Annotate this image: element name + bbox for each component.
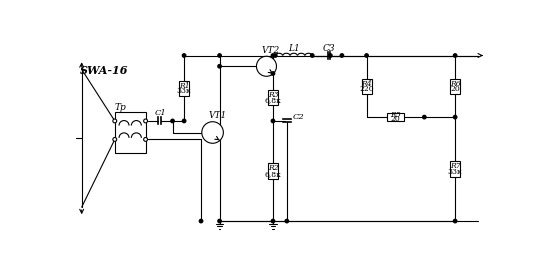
- Circle shape: [453, 219, 457, 223]
- Text: 33к: 33к: [448, 168, 463, 176]
- Bar: [387, 113, 404, 121]
- Circle shape: [113, 137, 117, 141]
- Bar: [115, 113, 146, 153]
- Text: R7: R7: [450, 162, 460, 170]
- Text: 20: 20: [450, 85, 460, 93]
- Text: Tp: Tp: [115, 103, 127, 112]
- Circle shape: [311, 54, 314, 57]
- Text: VT1: VT1: [208, 111, 226, 120]
- Text: C3: C3: [323, 44, 336, 53]
- Circle shape: [144, 119, 147, 123]
- Bar: [268, 90, 278, 105]
- Text: 6,8к: 6,8к: [265, 170, 282, 178]
- Circle shape: [171, 119, 174, 123]
- Circle shape: [365, 54, 369, 57]
- Circle shape: [273, 54, 277, 57]
- Circle shape: [422, 115, 426, 119]
- Bar: [450, 161, 460, 177]
- Text: C2: C2: [293, 113, 305, 121]
- Text: 6,8к: 6,8к: [265, 96, 282, 104]
- Text: VT2: VT2: [261, 46, 279, 55]
- Circle shape: [218, 65, 221, 68]
- Circle shape: [271, 72, 274, 75]
- Bar: [361, 79, 372, 94]
- Text: L1: L1: [288, 44, 300, 53]
- Circle shape: [340, 54, 344, 57]
- Text: R6: R6: [450, 80, 460, 87]
- Text: 33к: 33к: [177, 87, 191, 95]
- Bar: [268, 163, 278, 179]
- Text: SWA-16: SWA-16: [79, 65, 128, 76]
- Circle shape: [271, 219, 274, 223]
- Circle shape: [113, 119, 117, 123]
- Circle shape: [183, 119, 186, 123]
- Circle shape: [183, 54, 186, 57]
- Circle shape: [453, 54, 457, 57]
- Text: C1: C1: [155, 109, 166, 117]
- Circle shape: [271, 119, 274, 123]
- Text: R3: R3: [268, 90, 278, 99]
- Circle shape: [144, 137, 147, 141]
- Circle shape: [199, 219, 203, 223]
- Text: R1: R1: [179, 82, 189, 90]
- Circle shape: [218, 219, 221, 223]
- Text: R2: R2: [268, 164, 278, 172]
- Circle shape: [256, 56, 277, 76]
- Circle shape: [329, 54, 332, 57]
- Circle shape: [218, 54, 221, 57]
- Circle shape: [202, 122, 223, 143]
- Bar: [179, 80, 189, 96]
- Circle shape: [453, 115, 457, 119]
- Circle shape: [271, 54, 274, 57]
- Text: 220: 220: [359, 85, 374, 93]
- Text: 20: 20: [390, 115, 400, 123]
- Text: R5: R5: [390, 111, 401, 119]
- Bar: [450, 79, 460, 94]
- Text: R4: R4: [361, 80, 372, 87]
- Circle shape: [285, 219, 289, 223]
